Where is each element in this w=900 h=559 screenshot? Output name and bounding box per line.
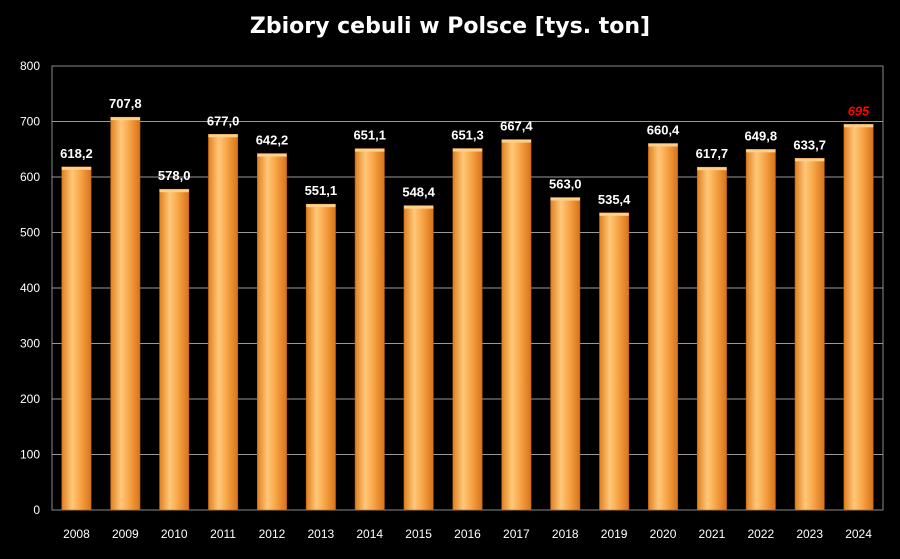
data-label: 707,8 <box>109 96 142 111</box>
x-tick-label: 2012 <box>259 527 286 541</box>
x-tick-label: 2021 <box>699 527 726 541</box>
x-tick-label: 2017 <box>503 527 530 541</box>
x-tick-label: 2013 <box>308 527 335 541</box>
bar-top-highlight <box>159 189 189 193</box>
data-label: 633,7 <box>793 137 826 152</box>
bar <box>61 166 92 511</box>
bar-top-highlight <box>208 134 238 138</box>
x-tick-label: 2018 <box>552 527 579 541</box>
x-tick-label: 2022 <box>747 527 774 541</box>
y-tick-label: 600 <box>20 170 40 184</box>
data-labels: 618,2 707,8 578,0 677,0 642,2 551,1 651,1 548,4… <box>60 96 870 207</box>
chart-title: Zbiory cebuli w Polsce [tys. ton] <box>249 14 651 39</box>
bar-top-highlight <box>110 117 140 121</box>
y-tick-label: 300 <box>20 337 40 351</box>
bar-top-highlight <box>355 148 385 152</box>
data-label: 578,0 <box>158 168 191 183</box>
bar <box>550 197 581 511</box>
y-tick-label: 400 <box>20 281 40 295</box>
x-tick-label: 2019 <box>601 527 628 541</box>
bar-top-highlight <box>501 139 532 143</box>
bar <box>745 149 776 511</box>
data-label: 548,4 <box>402 185 435 200</box>
data-label: 535,4 <box>598 192 631 207</box>
x-tick-label: 2023 <box>796 527 823 541</box>
bar-top-highlight <box>746 149 776 153</box>
bar-top-highlight <box>843 124 874 128</box>
bar-top-highlight <box>795 158 825 162</box>
bar <box>599 212 630 511</box>
bar-top-highlight <box>257 153 287 157</box>
data-label: 651,1 <box>353 128 386 143</box>
bar <box>110 116 141 511</box>
data-label: 695 <box>848 103 870 118</box>
data-label: 651,3 <box>451 128 484 143</box>
bar-top-highlight <box>403 205 434 209</box>
bar <box>843 123 874 511</box>
data-label: 563,0 <box>549 177 582 192</box>
bar-top-highlight <box>648 143 678 147</box>
y-axis: 0 100 200 300 400 500 600 700 800 <box>20 59 40 517</box>
data-label: 677,0 <box>207 113 240 128</box>
y-tick-label: 200 <box>20 392 40 406</box>
bar <box>305 203 336 511</box>
x-tick-label: 2024 <box>845 527 872 541</box>
y-tick-label: 500 <box>20 226 40 240</box>
bar <box>403 205 434 511</box>
data-label: 649,8 <box>745 128 778 143</box>
x-tick-label: 2008 <box>63 527 90 541</box>
data-label: 642,2 <box>256 133 289 148</box>
bar <box>501 139 532 511</box>
bar <box>257 153 287 511</box>
bar-top-highlight <box>452 148 483 152</box>
x-tick-label: 2010 <box>161 527 188 541</box>
x-tick-label: 2011 <box>210 527 236 541</box>
bar-top-highlight <box>697 167 727 171</box>
bar-top-highlight <box>61 166 92 170</box>
bar-top-highlight <box>599 212 629 216</box>
x-axis: 2008 2009 2010 2011 2012 2013 2014 2015 2016 2017… <box>63 527 872 541</box>
y-tick-label: 700 <box>20 115 40 129</box>
data-label: 618,2 <box>60 146 93 161</box>
y-tick-label: 800 <box>20 59 40 73</box>
bar <box>354 148 385 511</box>
data-label: 551,1 <box>305 183 338 198</box>
data-label: 660,4 <box>647 122 680 137</box>
data-label: 617,7 <box>696 146 729 161</box>
bar <box>696 166 727 511</box>
bar-top-highlight <box>306 204 336 208</box>
x-tick-label: 2020 <box>650 527 677 541</box>
bar <box>159 188 190 511</box>
bar <box>452 148 483 511</box>
bar <box>794 157 825 511</box>
x-tick-label: 2016 <box>454 527 481 541</box>
x-tick-label: 2009 <box>112 527 139 541</box>
bars <box>61 116 874 511</box>
bar-top-highlight <box>550 197 580 201</box>
y-tick-label: 100 <box>20 448 40 462</box>
y-tick-label: 0 <box>33 503 40 517</box>
x-tick-label: 2014 <box>356 527 383 541</box>
bar <box>648 143 678 511</box>
x-tick-label: 2015 <box>405 527 432 541</box>
data-label: 667,4 <box>500 119 533 134</box>
bar <box>208 133 239 511</box>
